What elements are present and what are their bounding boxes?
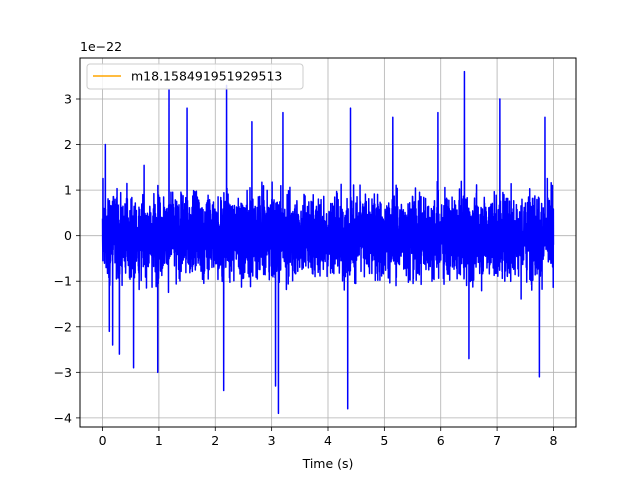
y-tick-label: −1 bbox=[54, 274, 72, 289]
legend: m18.158491951929513 bbox=[86, 63, 304, 90]
y-tick-label: −3 bbox=[54, 365, 72, 380]
x-tick-label: 5 bbox=[380, 433, 388, 448]
axis-ticks: 0 1 2 3 4 5 6 7 8 −4 −3 −2 −1 0 1 2 3 bbox=[54, 92, 558, 449]
y-tick-label: 0 bbox=[64, 228, 72, 243]
x-tick-label: 7 bbox=[493, 433, 501, 448]
legend-entry-label: m18.158491951929513 bbox=[131, 69, 282, 84]
x-tick-label: 0 bbox=[99, 433, 107, 448]
signal-line bbox=[101, 70, 555, 415]
y-tick-label: −4 bbox=[54, 410, 72, 425]
x-tick-label: 1 bbox=[155, 433, 163, 448]
y-tick-label: 2 bbox=[64, 137, 72, 152]
y-tick-label: 3 bbox=[64, 92, 72, 107]
y-tick-label: −2 bbox=[54, 319, 72, 334]
y-tick-label: 1 bbox=[64, 183, 72, 198]
x-tick-label: 4 bbox=[324, 433, 332, 448]
signal-series bbox=[101, 70, 555, 415]
x-tick-label: 2 bbox=[211, 433, 219, 448]
x-tick-label: 3 bbox=[268, 433, 276, 448]
x-tick-label: 6 bbox=[437, 433, 445, 448]
y-scale-label: 1e−22 bbox=[80, 39, 122, 54]
x-axis-label: Time (s) bbox=[302, 456, 354, 471]
x-tick-label: 8 bbox=[549, 433, 557, 448]
legend-box bbox=[86, 63, 304, 90]
